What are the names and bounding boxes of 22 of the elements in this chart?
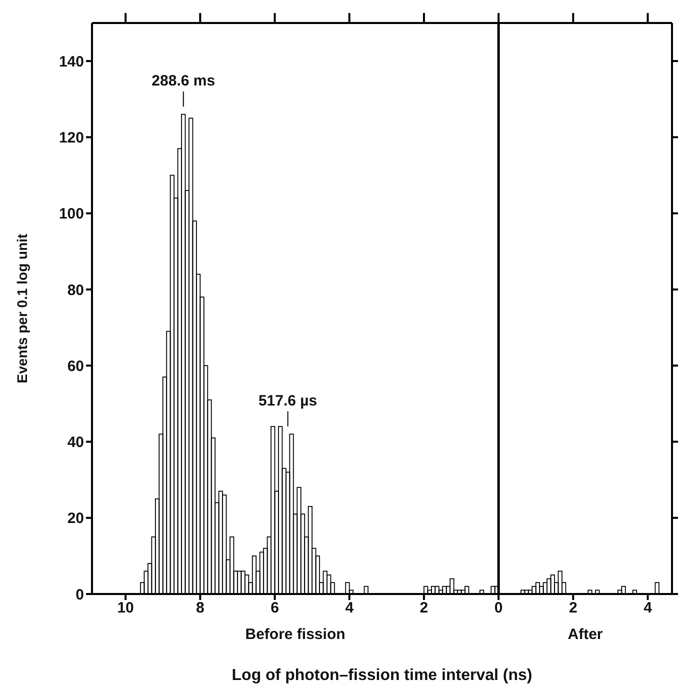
y-tick-label: 0 <box>76 586 84 604</box>
x-tick-label: 4 <box>644 600 653 617</box>
annotation: 288.6 ms <box>152 72 216 90</box>
x-axis-title: Log of photon–fission time interval (ns) <box>232 667 532 684</box>
y-tick-label: 120 <box>58 130 84 147</box>
x-tick-label: 0 <box>494 600 503 617</box>
y-tick-label: 80 <box>67 282 84 299</box>
annotation: 517.6 µs <box>258 392 318 410</box>
x-tick-label: 8 <box>196 600 204 617</box>
x-tick-label: 6 <box>270 600 279 617</box>
y-tick-label: 100 <box>58 206 84 223</box>
text: After <box>566 626 604 643</box>
x-tick-label: 4 <box>345 600 354 617</box>
x-tick-label: 2 <box>420 600 428 617</box>
y-axis-title: Events per 0.1 log unit <box>14 233 30 384</box>
y-tick-label: 20 <box>67 510 84 528</box>
text: Before fission <box>244 626 346 643</box>
x-tick-label: 2 <box>568 600 578 617</box>
y-tick-label: 60 <box>67 358 84 375</box>
y-tick-label: 40 <box>67 434 84 452</box>
x-tick-label: 10 <box>117 600 134 617</box>
y-tick-label: 140 <box>58 53 84 70</box>
